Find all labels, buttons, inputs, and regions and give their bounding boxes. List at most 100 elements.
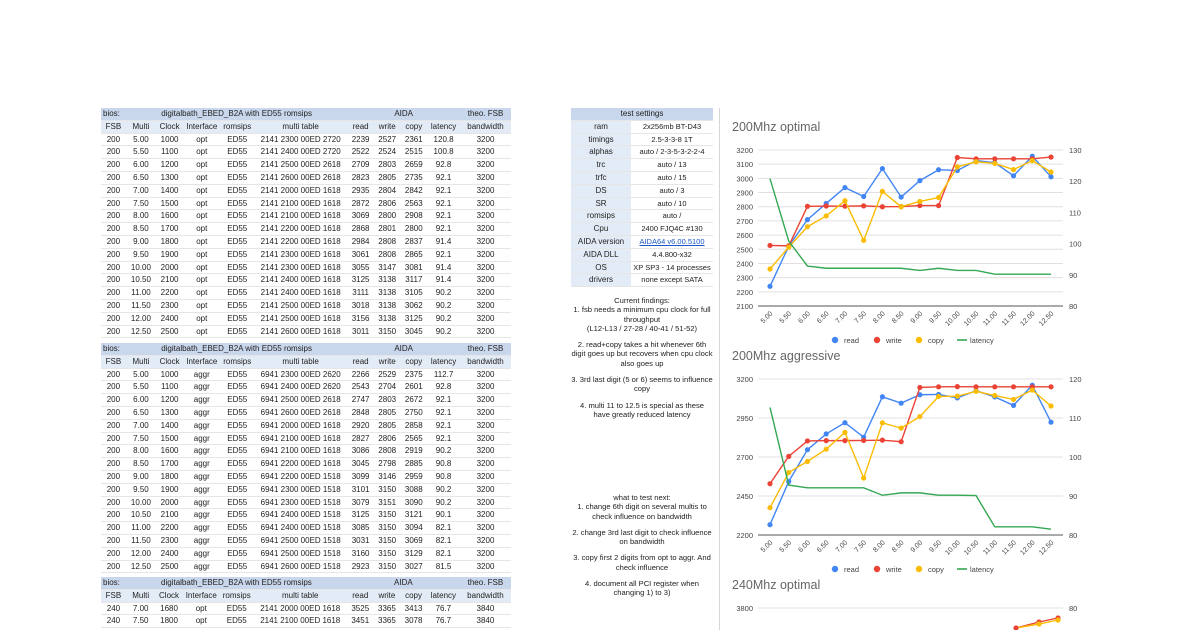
table-cell[interactable]: 200 [101, 444, 126, 459]
table-cell[interactable]: ED55 [220, 261, 255, 275]
table-cell[interactable]: 7.00 [125, 184, 157, 198]
table-cell[interactable]: 200 [101, 325, 126, 339]
table-cell[interactable]: 92.1 [427, 222, 461, 236]
table-cell[interactable]: 2500 [156, 325, 184, 339]
table-cell[interactable]: 200 [101, 209, 126, 224]
table-cell[interactable]: 10.50 [125, 508, 157, 523]
table-cell[interactable]: 3061 [347, 248, 374, 262]
table-cell[interactable]: 2141 2400 00ED 1618 [254, 273, 348, 288]
table-cell[interactable]: ED55 [220, 158, 255, 172]
table-cell[interactable]: 10.00 [125, 261, 157, 275]
table-cell[interactable]: 2375 [400, 368, 428, 382]
table-cell[interactable]: 200 [101, 483, 126, 497]
table-cell[interactable]: 200 [101, 312, 126, 326]
table-cell[interactable]: 200 [101, 248, 126, 262]
table-cell[interactable]: 2141 2000 00ED 1618 [254, 184, 348, 198]
table-cell[interactable]: opt [183, 273, 221, 288]
table-cell[interactable]: 3200 [460, 325, 511, 339]
settings-value[interactable]: auto / 3 [631, 184, 713, 198]
table-cell[interactable]: 11.50 [125, 534, 157, 548]
table-cell[interactable]: 6941 2000 00ED 1618 [254, 419, 348, 433]
table-cell[interactable]: ED55 [220, 496, 255, 510]
table-cell[interactable]: 2141 2600 00ED 2618 [254, 171, 348, 185]
table-cell[interactable]: 1800 [156, 235, 184, 249]
table-cell[interactable]: 120.8 [427, 133, 461, 147]
table-cell[interactable]: 92.8 [427, 158, 461, 172]
table-cell[interactable]: 3086 [347, 444, 374, 459]
table-cell[interactable]: ED55 [220, 508, 255, 523]
settings-value[interactable]: 2.5-3-3-8 1T [631, 133, 713, 147]
table-cell[interactable]: ED55 [220, 483, 255, 497]
table-cell[interactable]: 200 [101, 380, 126, 395]
table-cell[interactable]: 3840 [459, 602, 511, 616]
table-cell[interactable]: 3069 [400, 534, 428, 548]
table-cell[interactable]: aggr [183, 496, 221, 510]
table-cell[interactable]: 2806 [373, 197, 401, 211]
table-cell[interactable]: ED55 [220, 312, 255, 326]
table-cell[interactable]: 6941 2500 00ED 1518 [254, 547, 348, 561]
table-cell[interactable]: 2522 [347, 145, 374, 160]
table-cell[interactable]: 2400 [156, 312, 184, 326]
table-cell[interactable]: aggr [183, 483, 221, 497]
table-cell[interactable]: 6941 2300 00ED 2620 [254, 368, 348, 382]
table-cell[interactable]: ED55 [220, 380, 255, 395]
table-cell[interactable]: ED55 [220, 133, 255, 147]
settings-key[interactable]: romsips [571, 209, 631, 224]
table-cell[interactable]: 3146 [373, 470, 401, 484]
table-cell[interactable]: 2923 [347, 560, 374, 574]
table-cell[interactable]: 6.50 [125, 406, 157, 420]
table-cell[interactable]: opt [183, 171, 221, 185]
table-cell[interactable]: 3045 [400, 325, 428, 339]
table-cell[interactable]: 2239 [347, 133, 374, 147]
table-cell[interactable]: 3200 [460, 508, 511, 523]
table-cell[interactable]: 2601 [400, 380, 428, 395]
table-cell[interactable]: 6.00 [125, 393, 157, 407]
table-cell[interactable]: 2827 [347, 432, 374, 446]
table-cell[interactable]: 8.50 [125, 222, 157, 236]
settings-value[interactable]: auto / [631, 209, 713, 224]
table-cell[interactable]: 90.2 [427, 299, 461, 313]
table-cell[interactable]: 3138 [373, 312, 401, 326]
table-cell[interactable]: 10.00 [125, 496, 157, 510]
table-cell[interactable]: ED55 [220, 547, 255, 561]
table-cell[interactable]: 2200 [156, 286, 184, 300]
table-cell[interactable]: 7.00 [125, 602, 156, 616]
table-cell[interactable]: 2563 [400, 197, 428, 211]
table-cell[interactable]: 3105 [400, 286, 428, 300]
table-cell[interactable]: 82.1 [427, 521, 461, 535]
table-cell[interactable]: 3200 [460, 406, 511, 420]
table-cell[interactable]: aggr [183, 444, 221, 459]
table-cell[interactable]: 7.00 [125, 419, 157, 433]
table-cell[interactable]: 1200 [156, 393, 184, 407]
table-cell[interactable]: 8.50 [125, 457, 157, 471]
table-cell[interactable]: 6.00 [125, 158, 157, 172]
table-cell[interactable]: opt [183, 158, 221, 172]
table-cell[interactable]: 2200 [156, 521, 184, 535]
settings-value[interactable]: 2x256mb BT-D43 [631, 120, 713, 134]
table-cell[interactable]: 3138 [373, 299, 401, 313]
table-cell[interactable]: 1600 [156, 444, 184, 459]
table-cell[interactable]: 2984 [347, 235, 374, 249]
table-cell[interactable]: 2872 [347, 197, 374, 211]
table-cell[interactable]: 2709 [347, 158, 374, 172]
table-cell[interactable]: 3150 [373, 560, 401, 574]
table-cell[interactable]: 2672 [400, 393, 428, 407]
table-cell[interactable]: 3151 [373, 496, 401, 510]
table-cell[interactable]: 2141 2400 00ED 2720 [254, 145, 348, 160]
table-cell[interactable]: ED55 [220, 197, 255, 211]
table-cell[interactable]: opt [183, 145, 221, 160]
table-cell[interactable]: 3085 [347, 521, 374, 535]
table-cell[interactable]: 2704 [373, 380, 401, 395]
table-cell[interactable]: aggr [183, 534, 221, 548]
table-cell[interactable]: 3150 [373, 521, 401, 535]
table-cell[interactable]: 7.50 [125, 614, 156, 629]
table-cell[interactable]: 6941 2100 00ED 1618 [254, 444, 348, 459]
table-cell[interactable]: 3200 [460, 393, 511, 407]
table-cell[interactable]: 200 [101, 406, 126, 420]
table-cell[interactable]: 2805 [373, 406, 401, 420]
table-cell[interactable]: 3088 [400, 483, 428, 497]
table-cell[interactable]: 3840 [459, 614, 511, 629]
table-cell[interactable]: 8.00 [125, 209, 157, 224]
table-cell[interactable]: 3129 [400, 547, 428, 561]
table-cell[interactable]: 5.50 [125, 145, 157, 160]
